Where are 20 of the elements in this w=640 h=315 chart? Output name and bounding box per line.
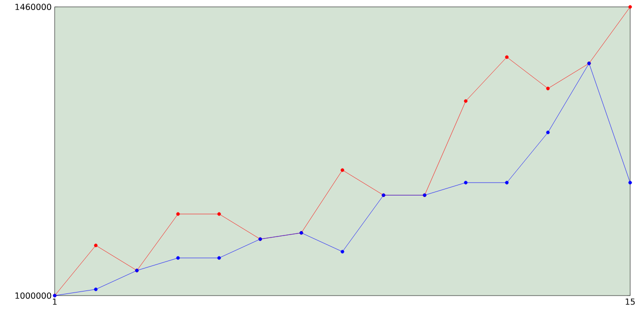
point <box>340 250 344 254</box>
point <box>176 256 180 260</box>
point <box>546 86 550 90</box>
point <box>94 287 98 291</box>
point <box>464 99 468 103</box>
point <box>628 180 632 184</box>
point <box>340 168 344 172</box>
y-tick-label: 1000000 <box>15 292 52 299</box>
point <box>464 180 468 184</box>
point <box>546 130 550 134</box>
x-tick-label: 1 <box>52 298 57 305</box>
point <box>176 212 180 216</box>
point <box>505 55 509 59</box>
point <box>628 4 632 9</box>
x-tick-label: 15 <box>626 298 635 305</box>
y-tick-label: 1460000 <box>15 4 52 10</box>
point <box>94 243 98 248</box>
point <box>217 212 221 216</box>
point <box>217 256 221 260</box>
point <box>505 180 509 184</box>
